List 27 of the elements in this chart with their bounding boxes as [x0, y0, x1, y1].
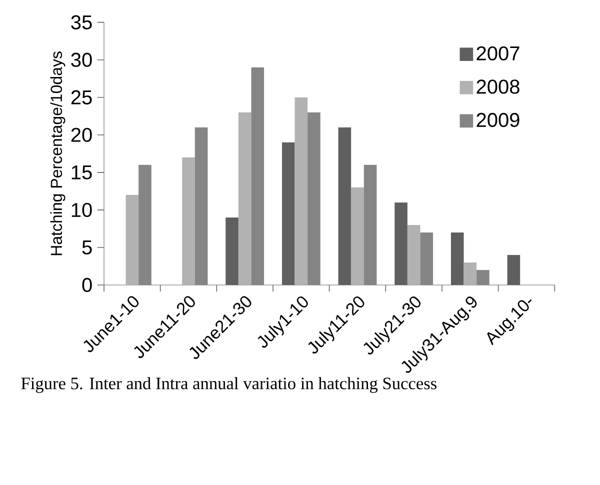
bar — [420, 232, 434, 285]
y-tick-label: 25 — [71, 90, 92, 104]
bar — [194, 127, 208, 285]
y-tick-label: 5 — [82, 240, 92, 254]
bar — [126, 194, 139, 285]
bar — [238, 112, 252, 285]
y-tick-label: 20 — [71, 128, 92, 142]
bar — [308, 112, 320, 285]
y-axis-title: Hatching Percentage/10days — [50, 52, 66, 256]
bar — [364, 164, 377, 285]
legend-label: 2009 — [476, 112, 520, 128]
legend-label: 2008 — [476, 80, 520, 94]
bar — [464, 262, 477, 285]
legend-label: 2007 — [476, 46, 520, 60]
y-tick-label: 35 — [71, 15, 92, 30]
bar — [182, 157, 195, 285]
bar — [407, 224, 420, 285]
bar — [476, 270, 490, 285]
bar — [138, 164, 152, 285]
y-tick-label: 30 — [71, 52, 92, 67]
y-tick-label: 0 — [82, 278, 92, 292]
bar — [294, 97, 308, 285]
caption: Figure 5. Inter and Intra annual variatio in hatching Success — [21, 377, 436, 393]
bar — [251, 67, 264, 285]
bar — [351, 187, 364, 285]
y-tick-label: 10 — [72, 202, 92, 218]
y-tick-label: 15 — [72, 165, 92, 180]
